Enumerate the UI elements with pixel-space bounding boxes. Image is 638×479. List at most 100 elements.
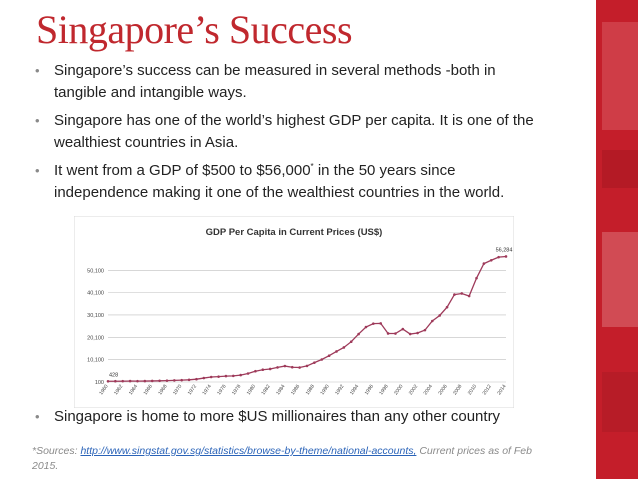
bullet-text: Singapore is home to more $US millionair…	[54, 408, 501, 425]
data-point	[231, 374, 235, 378]
data-point	[202, 376, 206, 380]
data-point	[128, 379, 132, 383]
data-point	[335, 350, 338, 353]
data-point	[305, 364, 309, 368]
data-point	[106, 379, 110, 383]
bullet-item: • Singapore’s success can be measured in…	[32, 60, 547, 104]
data-point	[453, 293, 456, 296]
x-tick-label: 1974	[202, 384, 213, 397]
bullet-dot-icon: •	[35, 163, 40, 178]
data-point	[401, 327, 405, 331]
bullet-item: • Singapore has one of the world’s highe…	[32, 110, 547, 154]
data-point	[268, 367, 272, 371]
x-tick-label: 1978	[231, 384, 242, 397]
data-point	[158, 379, 161, 383]
data-point	[150, 379, 154, 383]
bullet-item: • It went from a GDP of $500 to $56,000*…	[32, 160, 547, 204]
x-tick-label: 1980	[246, 384, 257, 397]
x-tick-label: 1996	[364, 384, 375, 397]
x-tick-label: 1964	[128, 384, 139, 397]
data-point	[460, 292, 464, 295]
data-point	[342, 346, 346, 349]
x-tick-label: 2008	[452, 384, 463, 397]
data-label: 56,284	[496, 247, 513, 253]
bullet-item: • Singapore is home to more $US milliona…	[32, 406, 614, 428]
data-point	[165, 379, 169, 382]
x-tick-label: 1962	[113, 384, 124, 397]
bullet-dot-icon: •	[35, 63, 40, 78]
slide-title: Singapore’s Success	[36, 7, 353, 52]
x-tick-label: 1972	[187, 384, 198, 397]
y-tick-label: 40,100	[87, 291, 104, 297]
sources-suffix: Current prices as of Feb 2015.	[32, 445, 532, 472]
data-point	[445, 305, 449, 309]
data-point	[187, 378, 191, 382]
data-point	[504, 255, 508, 258]
x-tick-label: 2004	[423, 384, 434, 397]
sources-prefix: *Sources:	[32, 445, 81, 457]
data-point	[290, 365, 294, 369]
data-point	[143, 379, 147, 383]
accent-stripe	[596, 0, 638, 479]
x-tick-label: 2010	[467, 384, 478, 397]
sources-link[interactable]: http://www.singstat.gov.sg/statistics/br…	[80, 445, 417, 457]
gdp-chart: GDP Per Capita in Current Prices (US$) 10…	[74, 216, 514, 408]
x-tick-label: 1986	[290, 384, 301, 397]
data-point	[430, 319, 434, 323]
data-point	[320, 358, 324, 361]
bullet-text-pre: It went from a GDP of $500 to $56,000	[54, 162, 311, 179]
bullet-text: Singapore has one of the world’s highest…	[54, 112, 534, 151]
sources-note: *Sources: http://www.singstat.gov.sg/sta…	[32, 444, 552, 474]
data-point	[438, 314, 441, 317]
data-point	[209, 375, 213, 379]
x-tick-label: 2006	[437, 384, 448, 397]
data-point	[180, 378, 184, 382]
x-tick-label: 1966	[143, 384, 154, 397]
data-point	[475, 276, 478, 280]
x-tick-label: 1990	[319, 384, 330, 397]
data-point	[246, 372, 250, 375]
data-point	[357, 332, 360, 336]
x-tick-label: 1988	[305, 384, 316, 397]
y-tick-label: 100	[95, 380, 104, 386]
data-point	[386, 332, 390, 335]
data-point	[497, 255, 500, 259]
x-tick-label: 1994	[349, 384, 360, 397]
data-label: 428	[109, 372, 118, 378]
footnote-marker: *	[310, 162, 314, 171]
data-point	[394, 332, 397, 335]
x-tick-label: 1968	[157, 384, 168, 397]
y-tick-label: 30,100	[87, 313, 104, 319]
x-tick-label: 1998	[378, 384, 389, 397]
x-tick-label: 1984	[275, 384, 286, 397]
data-point	[467, 294, 471, 298]
data-point	[195, 377, 198, 381]
gdp-chart-svg: GDP Per Capita in Current Prices (US$) 10…	[74, 216, 514, 408]
data-point	[217, 375, 220, 378]
data-point	[276, 366, 279, 369]
data-point	[121, 379, 125, 383]
data-point	[416, 331, 419, 335]
data-point	[254, 369, 257, 373]
data-point	[114, 379, 117, 383]
data-point	[327, 354, 331, 358]
x-tick-label: 1976	[216, 384, 227, 397]
data-point	[224, 374, 228, 378]
bullet-dot-icon: •	[35, 113, 40, 128]
data-point	[372, 322, 375, 325]
x-tick-label: 2000	[393, 384, 404, 397]
data-point	[313, 361, 316, 364]
y-tick-label: 50,100	[87, 268, 104, 274]
data-point	[482, 262, 486, 265]
data-point	[173, 379, 176, 382]
data-point	[261, 368, 265, 372]
data-point	[298, 366, 301, 369]
chart-frame	[74, 216, 514, 408]
x-tick-label: 1960	[98, 384, 109, 397]
data-point	[489, 258, 493, 262]
x-tick-label: 2012	[482, 384, 493, 397]
x-tick-label: 1970	[172, 384, 183, 397]
x-tick-label: 1982	[260, 384, 271, 397]
data-point	[283, 364, 287, 368]
